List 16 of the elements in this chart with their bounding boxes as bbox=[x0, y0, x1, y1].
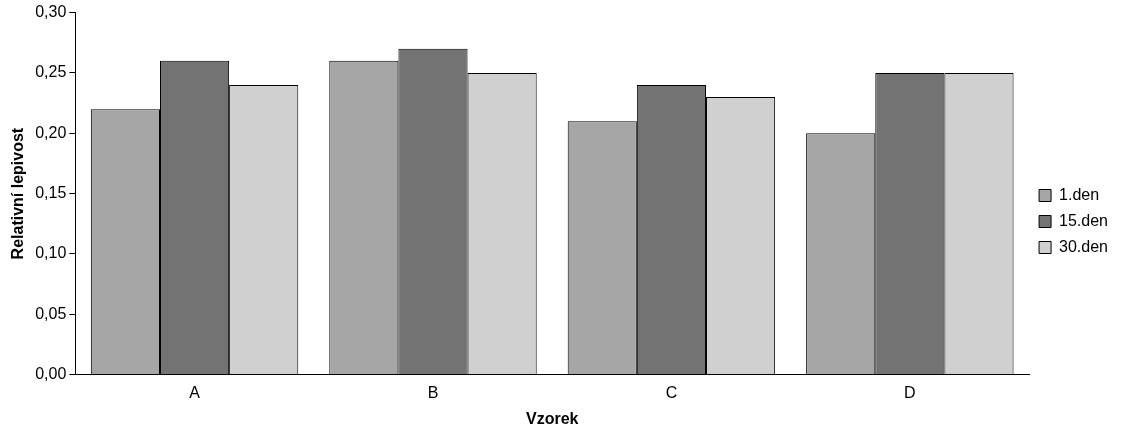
legend-label: 30.den bbox=[1059, 237, 1108, 255]
legend-label: 15.den bbox=[1059, 211, 1108, 229]
y-tick-label: 0,20 bbox=[35, 123, 67, 141]
x-tick-label: C bbox=[665, 383, 678, 401]
y-tick-label: 0,30 bbox=[35, 3, 67, 21]
y-tick-label: 0,15 bbox=[35, 184, 67, 202]
y-tick-label: 0,00 bbox=[35, 365, 67, 383]
x-tick-label: A bbox=[189, 383, 201, 401]
y-tick-label: 0,10 bbox=[35, 244, 67, 262]
y-axis-title: Relativní lepivost bbox=[9, 127, 27, 260]
x-tick-label: D bbox=[904, 383, 916, 401]
y-tick-label: 0,25 bbox=[35, 63, 67, 81]
y-tick-label: 0,05 bbox=[35, 304, 67, 322]
x-tick-label: B bbox=[427, 383, 439, 401]
legend-label: 1.den bbox=[1059, 185, 1100, 203]
x-axis-title: Vzorek bbox=[525, 409, 579, 427]
